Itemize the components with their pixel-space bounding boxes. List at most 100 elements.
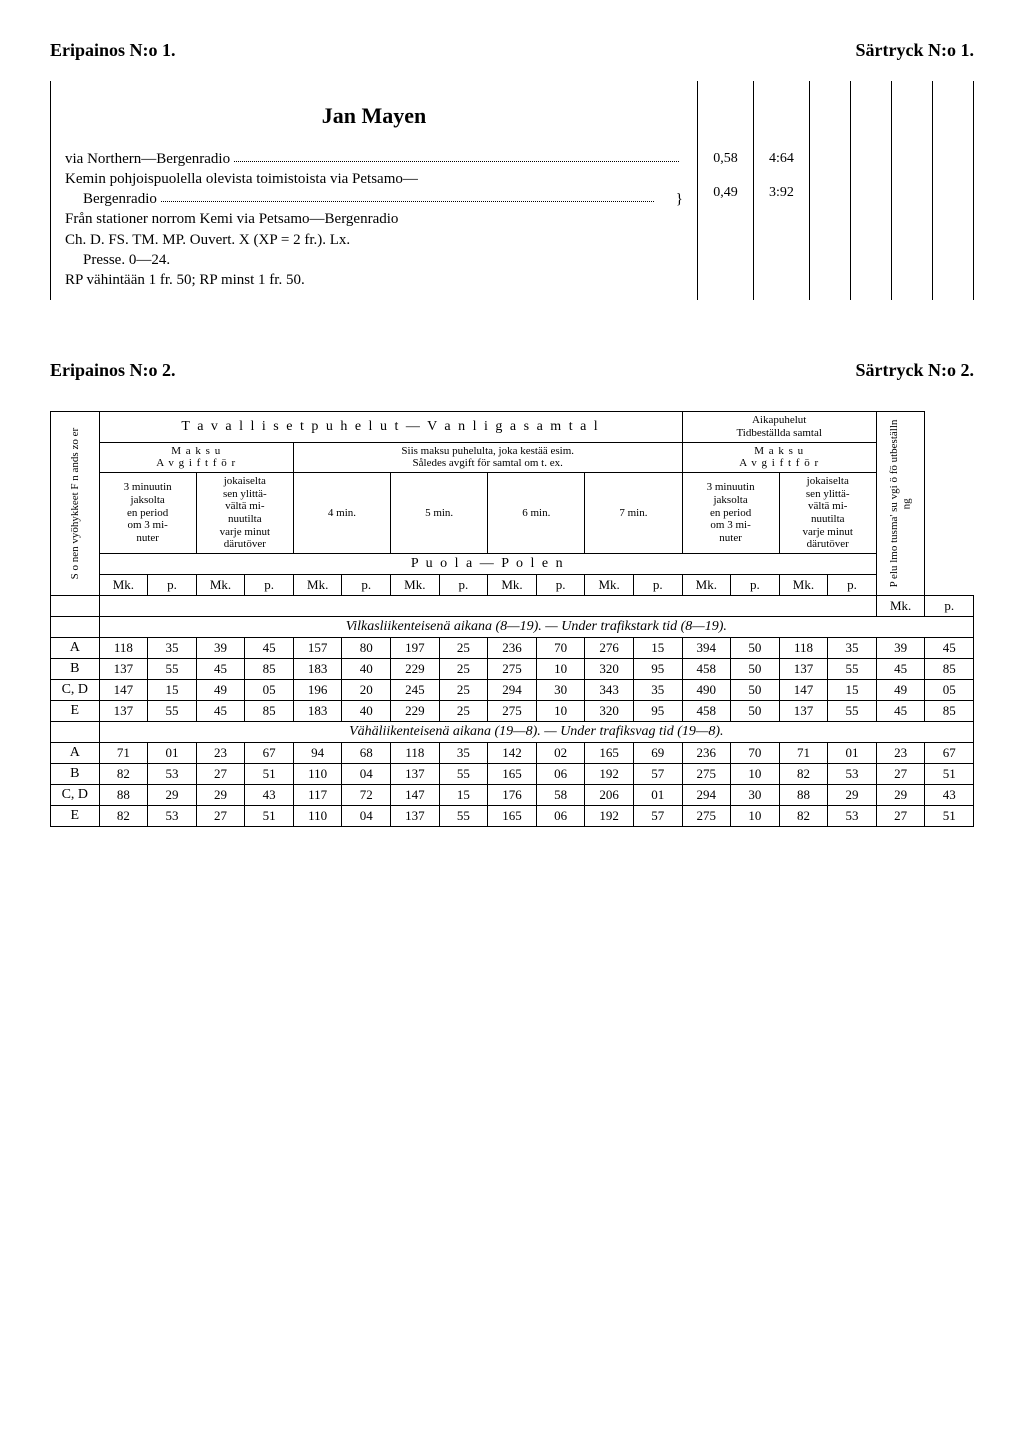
- value-cell: 02: [536, 742, 585, 763]
- value-cell: 06: [536, 805, 585, 826]
- value-cell: 50: [731, 637, 780, 658]
- value-cell: 245: [391, 679, 440, 700]
- value-cell: 50: [731, 658, 780, 679]
- value-cell: 45: [196, 700, 245, 721]
- value-cell: 229: [391, 700, 440, 721]
- dots: [234, 149, 679, 162]
- value-cell: 29: [876, 784, 925, 805]
- value-cell: 23: [196, 742, 245, 763]
- value-cell: 67: [925, 742, 974, 763]
- zone-cell: E: [51, 805, 100, 826]
- value-cell: 35: [439, 742, 488, 763]
- value-cell: 05: [925, 679, 974, 700]
- col-6min: 6 min.: [488, 473, 585, 554]
- value-cell: 183: [293, 700, 342, 721]
- value-cell: 45: [876, 700, 925, 721]
- value-cell: 110: [293, 805, 342, 826]
- value-cell: 275: [488, 658, 537, 679]
- s1-line6: RP vähintään 1 fr. 50; RP minst 1 fr. 50…: [65, 270, 683, 290]
- value-cell: 15: [148, 679, 197, 700]
- value-cell: 29: [148, 784, 197, 805]
- s1-line4: Ch. D. FS. TM. MP. Ouvert. X (XP = 2 fr.…: [65, 230, 683, 250]
- col-5min: 5 min.: [391, 473, 488, 554]
- value-cell: 490: [682, 679, 731, 700]
- value-cell: 67: [245, 742, 294, 763]
- value-cell: 35: [633, 679, 682, 700]
- value-cell: 82: [99, 805, 148, 826]
- value-cell: 137: [391, 805, 440, 826]
- value-cell: 343: [585, 679, 634, 700]
- value-cell: 137: [99, 658, 148, 679]
- value-cell: 40: [342, 658, 391, 679]
- value-cell: 29: [196, 784, 245, 805]
- value-cell: 55: [439, 763, 488, 784]
- section-1-box: Jan Mayen via Northern—Bergenradio Kemin…: [50, 81, 974, 300]
- value-cell: 394: [682, 637, 731, 658]
- value-cell: 01: [633, 784, 682, 805]
- value-cell: 53: [148, 763, 197, 784]
- zone-side-label: S o nen vyöhykkeet F n ands zo er: [51, 412, 100, 595]
- s1-col-1: 0,58 0,49: [698, 81, 754, 300]
- value-cell: 165: [585, 742, 634, 763]
- value-cell: 320: [585, 700, 634, 721]
- ordinary-calls-header: T a v a l l i s e t p u h e l u t — V a …: [99, 412, 682, 442]
- value-cell: 45: [196, 658, 245, 679]
- value-cell: 275: [682, 763, 731, 784]
- value-cell: 110: [293, 763, 342, 784]
- value-cell: 294: [488, 679, 537, 700]
- col-3min-1: 3 minuutin jaksolta en period om 3 mi- n…: [99, 473, 196, 554]
- s1-col-2: 4:64 3:92: [754, 81, 810, 300]
- value-cell: 27: [196, 763, 245, 784]
- value-cell: 206: [585, 784, 634, 805]
- value-cell: 118: [779, 637, 828, 658]
- value-cell: 176: [488, 784, 537, 805]
- value-cell: 137: [391, 763, 440, 784]
- zone-cell: A: [51, 637, 100, 658]
- value-cell: 117: [293, 784, 342, 805]
- table-row: B825327511100413755165061925727510825327…: [51, 763, 974, 784]
- value-cell: 142: [488, 742, 537, 763]
- siis-header: Siis maksu puhelulta, joka kestää esim. …: [293, 442, 682, 472]
- value-cell: 10: [536, 700, 585, 721]
- value-cell: 06: [536, 763, 585, 784]
- table-row: A118353945157801972523670276153945011835…: [51, 637, 974, 658]
- value-cell: 118: [99, 637, 148, 658]
- value-cell: 55: [828, 700, 877, 721]
- s1-line2: Kemin pohjoispuolella olevista toimistoi…: [65, 169, 683, 189]
- right-side-label: P elu lmo tusma' su vgi ö fö utbeställn …: [876, 412, 925, 595]
- value-cell: 70: [731, 742, 780, 763]
- col-4min: 4 min.: [293, 473, 390, 554]
- value-cell: 85: [245, 658, 294, 679]
- col-7min: 7 min.: [585, 473, 682, 554]
- value-cell: 43: [245, 784, 294, 805]
- value-cell: 275: [682, 805, 731, 826]
- value-cell: 229: [391, 658, 440, 679]
- value-cell: 15: [828, 679, 877, 700]
- value-cell: 10: [731, 805, 780, 826]
- table-row: E825327511100413755165061925727510825327…: [51, 805, 974, 826]
- dots: [161, 189, 654, 202]
- s1-line5: Presse. 0—24.: [65, 250, 683, 270]
- s1-line1: via Northern—Bergenradio: [65, 149, 230, 169]
- table-row: C, D147154905196202452529430343354905014…: [51, 679, 974, 700]
- col-joka-1: jokaiselta sen ylittä- vältä mi- nuutilt…: [196, 473, 293, 554]
- value-cell: 50: [731, 679, 780, 700]
- mk-p-row: Mk.p. Mk.p. Mk.p. Mk.p. Mk.p. Mk.p. Mk.p…: [51, 574, 974, 595]
- value-cell: 49: [876, 679, 925, 700]
- value-cell: 39: [196, 637, 245, 658]
- s1-col-empty: [810, 81, 851, 300]
- s1-line3: Från stationer norrom Kemi via Petsamo—B…: [65, 209, 683, 229]
- off-title: Vähäliikenteisenä aikana (19—8). — Under…: [99, 721, 973, 742]
- value-cell: 27: [196, 805, 245, 826]
- value-cell: 53: [828, 805, 877, 826]
- maksu-header-2: M a k s u A v g i f t f ö r: [682, 442, 876, 472]
- value-cell: 183: [293, 658, 342, 679]
- s1-col-empty: [892, 81, 933, 300]
- value-cell: 147: [779, 679, 828, 700]
- time-calls-header: Aikapuhelut Tidbeställda samtal: [682, 412, 876, 442]
- value-cell: 01: [148, 742, 197, 763]
- s1-col-empty: [851, 81, 892, 300]
- value-cell: 458: [682, 700, 731, 721]
- value-cell: 165: [488, 805, 537, 826]
- tariff-table-wrap: S o nen vyöhykkeet F n ands zo er T a v …: [50, 411, 974, 826]
